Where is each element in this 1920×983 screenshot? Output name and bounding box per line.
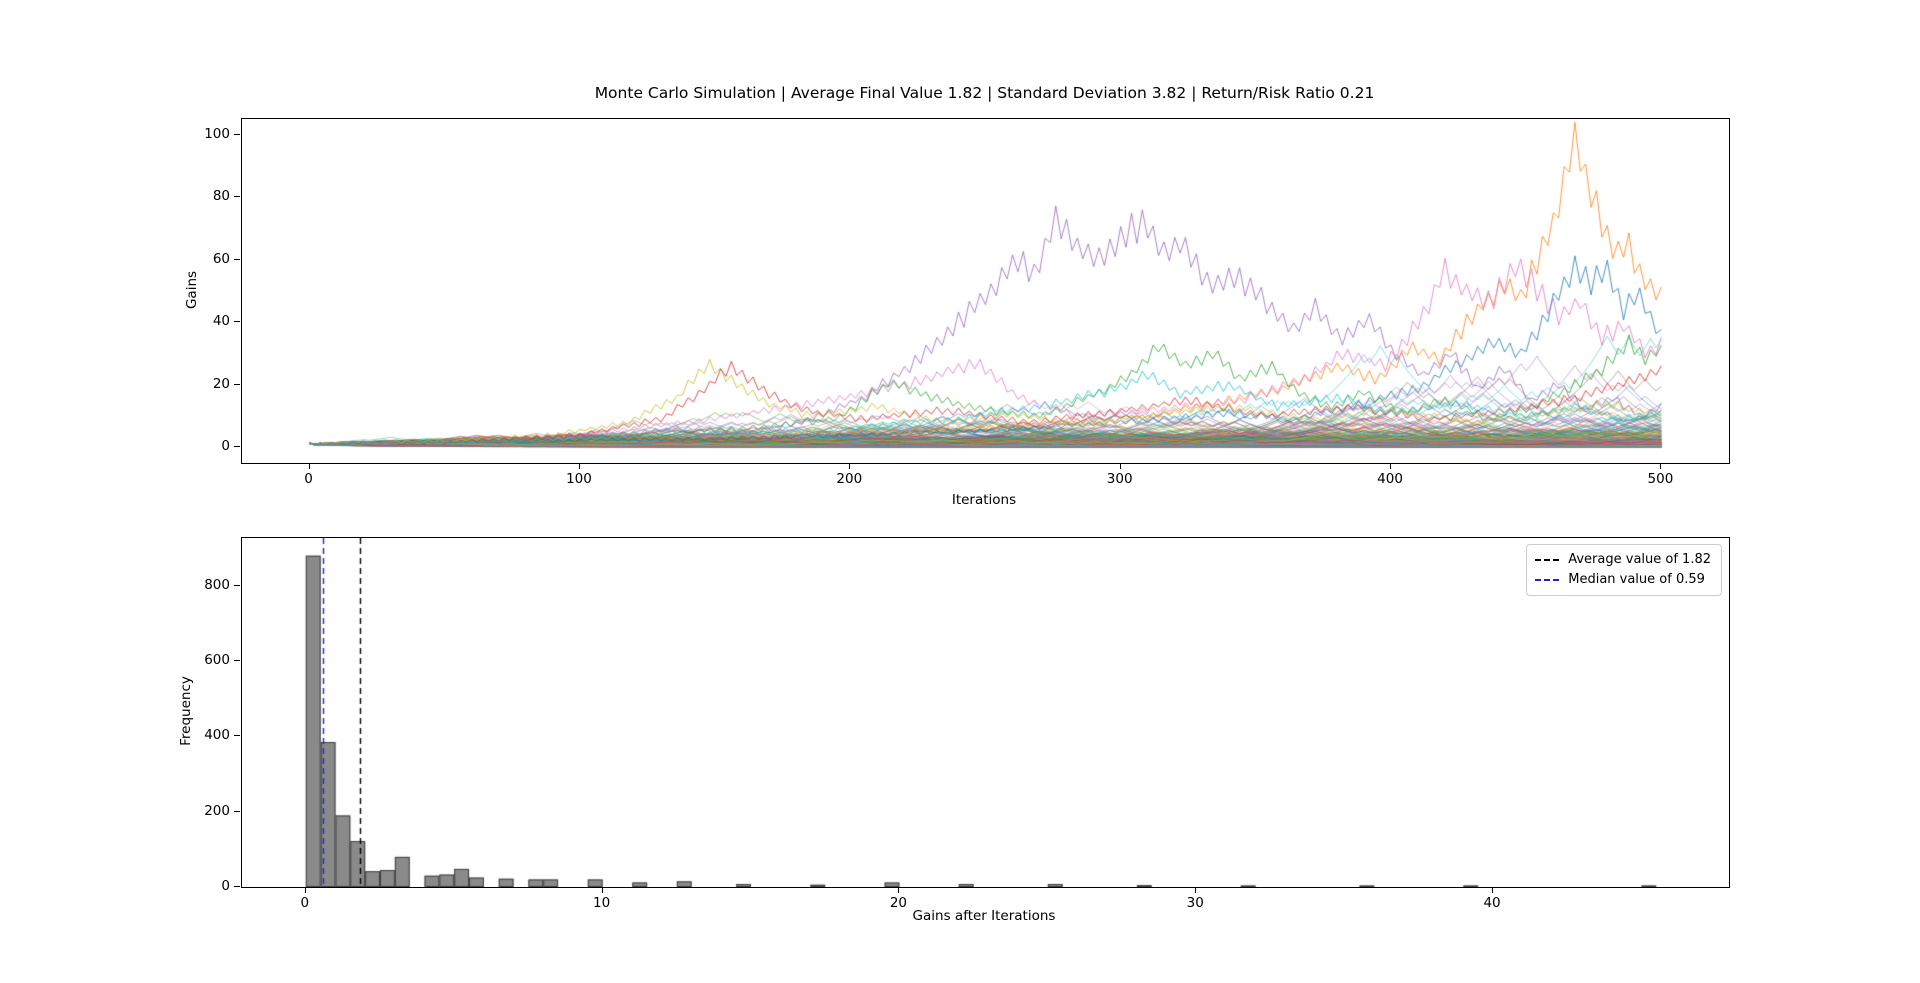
tick-mark [304,887,306,893]
y-tick-label: 0 [221,878,230,894]
tick-mark [308,463,310,469]
line-chart-axes [241,118,1730,464]
tick-mark [234,321,240,323]
tick-mark [1660,463,1662,469]
x-tick-label: 10 [593,895,611,911]
x-tick-label: 20 [889,895,908,911]
tick-mark [234,584,240,586]
histogram-axes: Average value of 1.82 Median value of 0.5… [241,537,1730,888]
y-tick-label: 100 [204,125,230,142]
y-tick-label: 800 [204,576,230,593]
y-tick-label: 40 [212,313,230,330]
legend-dash-swatch [1535,579,1560,581]
tick-mark [234,196,240,198]
tick-mark [601,887,603,893]
tick-mark [234,133,240,135]
x-tick-label: 100 [566,471,592,487]
y-tick-label: 400 [204,727,230,744]
x-tick-label: 500 [1647,471,1674,487]
tick-mark [898,887,900,893]
y-tick-label: 20 [212,375,230,392]
legend-label: Average value of 1.82 [1568,552,1711,567]
tick-mark [1492,887,1494,893]
x-tick-label: 400 [1377,471,1403,487]
legend-entry: Average value of 1.82 [1535,550,1711,570]
legend-dash-swatch [1535,559,1560,561]
y-tick-label: 200 [204,802,230,819]
y-tick-label: 80 [212,188,230,205]
x-tick-label: 200 [836,471,863,487]
x-tick-label: 0 [304,471,313,487]
tick-mark [234,383,240,385]
line-chart-ylabel: Gains [184,270,200,310]
legend: Average value of 1.82 Median value of 0.5… [1526,544,1722,596]
tick-mark [1390,463,1392,469]
y-tick-label: 0 [221,438,230,455]
x-tick-label: 40 [1483,895,1501,911]
tick-mark [849,463,851,469]
x-tick-label: 30 [1186,895,1204,911]
chart-title: Monte Carlo Simulation | Average Final V… [594,84,1375,102]
x-tick-label: 300 [1106,471,1133,487]
tick-mark [234,660,240,662]
y-tick-label: 600 [204,652,230,669]
tick-mark [1119,463,1121,469]
line-chart-xlabel: Iterations [951,492,1017,508]
histogram-xlabel: Gains after Iterations [912,908,1056,924]
tick-mark [234,446,240,448]
tick-mark [234,810,240,812]
histogram-canvas [242,538,1729,887]
tick-mark [1195,887,1197,893]
tick-mark [234,258,240,260]
legend-label: Median value of 0.59 [1568,572,1705,587]
x-tick-label: 0 [300,895,310,911]
y-tick-label: 60 [212,250,230,267]
tick-mark [578,463,580,469]
line-chart-canvas [242,119,1729,463]
tick-mark [234,735,240,737]
legend-entry: Median value of 0.59 [1535,570,1711,590]
tick-mark [234,886,240,887]
histogram-ylabel: Frequency [178,676,194,746]
